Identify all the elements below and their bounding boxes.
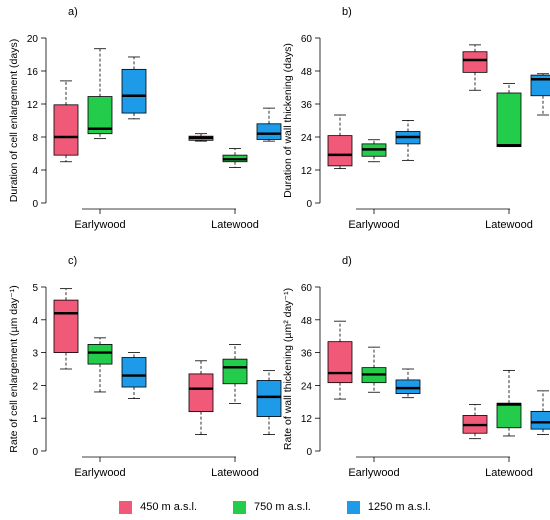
- panel-a-box-latewood-1250: [256, 123, 282, 140]
- panel-c-y-axis-title: Rate of cell enlargement (µm day⁻¹): [8, 285, 20, 452]
- legend-swatch-1250: [346, 500, 360, 514]
- panel-d-y-tick-label: 36: [301, 349, 313, 360]
- panel-b-y-tick-label: 24: [301, 133, 313, 144]
- panel-d-x-tick-label: Latewood: [485, 467, 533, 479]
- panel-a-y-tick-label: 0: [32, 199, 38, 210]
- panel-d-label: d): [342, 255, 352, 267]
- panel-b-x-tick-label: Latewood: [485, 219, 533, 231]
- legend-label-450: 450 m a.s.l.: [140, 501, 197, 513]
- panel-b-y-axis-title: Duration of wall thickening (days): [282, 43, 294, 198]
- panel-b-box-earlywood-450: [327, 135, 353, 167]
- panel-b-y-tick-label: 12: [301, 166, 313, 177]
- panel-d-y-tick-label: 24: [301, 381, 313, 392]
- legend-item-450: 450 m a.s.l.: [119, 500, 197, 514]
- panel-b-y-tick-label: 36: [301, 100, 313, 111]
- panel-c-y-tick-label: 1: [32, 414, 38, 425]
- panel-d-y-tick-label: 48: [301, 316, 313, 327]
- panel-b-box-latewood-450: [462, 51, 488, 73]
- panel-a-y-tick-label: 4: [32, 166, 38, 177]
- panel-c-y-tick-label: 5: [32, 283, 38, 294]
- panel-c-label: c): [68, 255, 77, 267]
- panel-c-box-earlywood-1250: [121, 357, 147, 388]
- panel-b-y-tick-label: 0: [306, 199, 312, 210]
- panel-a-y-tick-label: 20: [27, 34, 39, 45]
- panel-b-box-latewood-750: [496, 92, 522, 148]
- panel-a-y-axis-title: Duration of cell enlargement (days): [8, 39, 20, 202]
- panel-a-y-tick-label: 12: [27, 100, 39, 111]
- panel-d-box-earlywood-450: [327, 341, 353, 384]
- panel-d-y-tick-label: 0: [306, 447, 312, 458]
- legend-item-750: 750 m a.s.l.: [233, 500, 311, 514]
- panel-b-y-tick-label: 48: [301, 67, 313, 78]
- legend-swatch-750: [233, 500, 246, 514]
- panel-c-y-tick-label: 2: [32, 381, 38, 392]
- panel-d-x-tick-label: Earlywood: [348, 467, 399, 479]
- panel-a-box-earlywood-750: [87, 96, 113, 135]
- panel-c-y-tick-label: 3: [32, 349, 38, 360]
- panel-d-box-latewood-1250: [530, 410, 550, 430]
- panel-c-x-tick-label: Earlywood: [74, 467, 125, 479]
- panel-d-y-tick-label: 60: [301, 283, 313, 294]
- legend-label-1250: 1250 m a.s.l.: [367, 501, 431, 513]
- panel-a-y-tick-label: 16: [27, 67, 39, 78]
- legend-item-1250: 1250 m a.s.l.: [346, 500, 431, 514]
- panel-a-box-earlywood-1250: [121, 68, 147, 114]
- legend-label-750: 750 m a.s.l.: [254, 501, 311, 513]
- panel-b-label: b): [342, 6, 352, 18]
- panel-c-y-tick-label: 0: [32, 447, 38, 458]
- panel-a-x-tick-label: Earlywood: [74, 219, 125, 231]
- legend: 450 m a.s.l. 750 m a.s.l. 1250 m a.s.l.: [0, 496, 550, 518]
- panel-a-label: a): [68, 6, 78, 18]
- panel-c-x-tick-label: Latewood: [211, 467, 259, 479]
- panel-d-y-tick-label: 12: [301, 414, 313, 425]
- panel-c-box-latewood-450: [188, 373, 214, 413]
- panel-c-box-earlywood-450: [53, 299, 79, 353]
- panel-a-y-tick-label: 8: [32, 133, 38, 144]
- panel-d-y-axis-title: Rate of wall thickening (µm² day⁻¹): [282, 288, 294, 450]
- panel-b-x-tick-label: Earlywood: [348, 219, 399, 231]
- panel-a-x-tick-label: Latewood: [211, 219, 259, 231]
- panel-b-y-tick-label: 60: [301, 34, 313, 45]
- panel-c-box-latewood-750: [222, 358, 248, 385]
- panel-d-box-earlywood-1250: [395, 379, 421, 394]
- panel-c-box-latewood-1250: [256, 380, 282, 417]
- panel-c-y-tick-label: 4: [32, 316, 38, 327]
- panel-a-box-earlywood-450: [53, 104, 79, 156]
- legend-swatch-450: [119, 500, 133, 514]
- panel-c-box-earlywood-750: [87, 343, 113, 365]
- panel-d-box-latewood-750: [496, 402, 522, 429]
